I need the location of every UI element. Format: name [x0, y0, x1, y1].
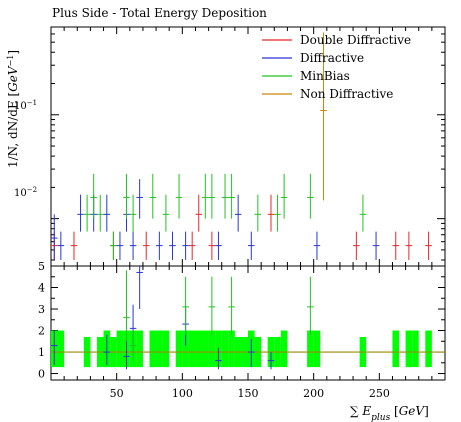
- ratio-band: [136, 330, 143, 368]
- legend-label-non-diffractive: Non Diffractive: [300, 87, 393, 101]
- ratio-y-tick-label: 1: [38, 346, 45, 359]
- y-tick-label-0.01: 10−2: [14, 186, 37, 199]
- ratio-band: [202, 330, 209, 368]
- top-panel-frame: [50, 26, 446, 267]
- ratio-band: [221, 330, 229, 368]
- ratio-band: [188, 330, 196, 368]
- ratio-band: [195, 330, 203, 368]
- x-tick-label: 200: [303, 387, 324, 400]
- ratio-band: [405, 330, 413, 368]
- ratio-band: [57, 330, 65, 368]
- bottom-series-layer: [51, 266, 314, 370]
- ratio-y-tick-label: 4: [38, 282, 45, 295]
- ratio-y-tick-label: 3: [38, 303, 45, 316]
- ratio-band: [208, 330, 216, 368]
- x-tick-label: 50: [110, 387, 124, 400]
- ratio-y-tick-label: 2: [38, 325, 45, 338]
- ratio-band: [182, 330, 189, 368]
- legend-label-diffractive: Diffractive: [300, 51, 364, 65]
- ratio-band: [162, 330, 170, 368]
- ratio-band: [392, 330, 400, 368]
- legend-label-minbias: MinBias: [300, 69, 350, 83]
- y-tick-label-0.1: 10−1: [14, 99, 37, 112]
- ratio-band: [228, 330, 235, 368]
- top-axis-ticks: [50, 27, 446, 266]
- chart-title: Plus Side - Total Energy Deposition: [52, 6, 267, 20]
- x-axis-label: ∑ Eplus [GeV]: [350, 404, 429, 422]
- x-tick-label: 100: [172, 387, 193, 400]
- ratio-band: [175, 330, 183, 368]
- y-axis-label: 1/N, dN/dE [GeV−1]: [6, 50, 21, 168]
- legend-label-double-diffractive: Double Diffractive: [300, 33, 411, 47]
- ratio-band: [412, 330, 419, 368]
- ratio-band: [156, 330, 163, 368]
- ratio-band: [280, 330, 288, 368]
- x-tick-label: 150: [238, 387, 259, 400]
- ratio-band: [307, 330, 314, 368]
- ratio-band: [313, 330, 321, 368]
- ratio-y-tick-label: 5: [38, 260, 45, 273]
- bottom-axis-ticks: 0 1 2 3 4 5 50 100 150 200 250: [38, 260, 446, 400]
- bottom-bands-layer: [51, 330, 432, 368]
- ratio-band: [425, 330, 432, 368]
- top-series-layer: [51, 32, 432, 260]
- ratio-band: [116, 330, 124, 368]
- legend: Double Diffractive Diffractive MinBias N…: [262, 33, 411, 101]
- ratio-y-tick-label: 0: [38, 368, 45, 381]
- ratio-band: [149, 330, 157, 368]
- x-tick-label: 250: [369, 387, 390, 400]
